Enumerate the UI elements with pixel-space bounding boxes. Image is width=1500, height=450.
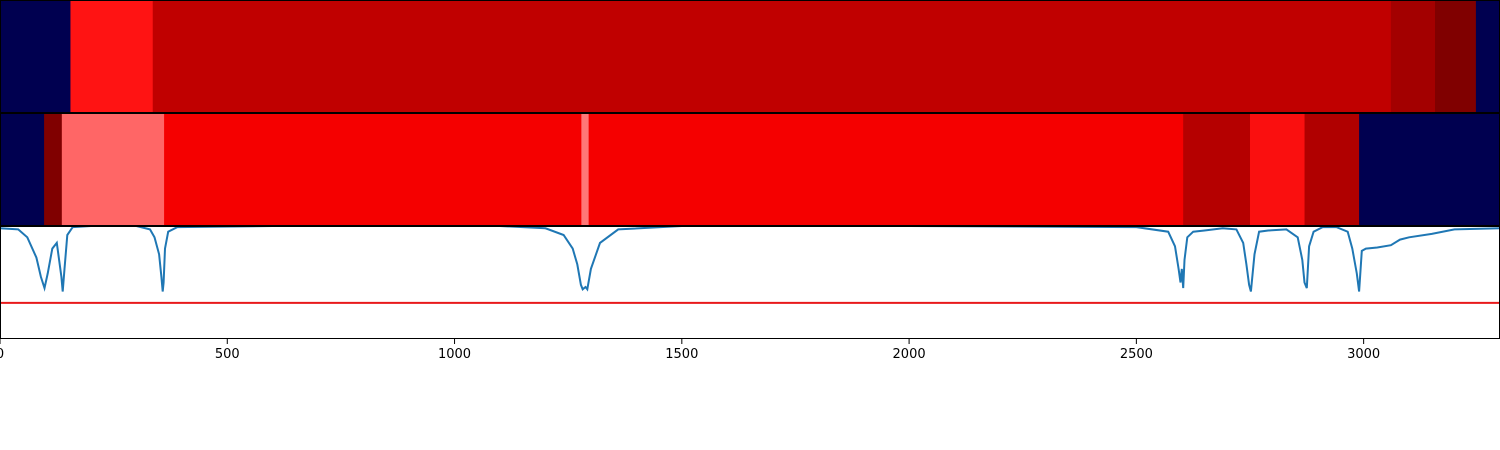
heatmap-segment-top-3 bbox=[1390, 0, 1436, 113]
x-tick-label: 2000 bbox=[893, 347, 926, 362]
series-line bbox=[0, 225, 1500, 292]
top-heatmap-strip bbox=[0, 0, 1500, 113]
x-tick-label: 500 bbox=[215, 347, 240, 362]
bottom-line-panel bbox=[0, 225, 1500, 304]
heatmap-segment-top-1 bbox=[70, 0, 154, 113]
heatmap-segment-top-4 bbox=[1435, 0, 1477, 113]
x-tick-label: 0 bbox=[0, 347, 4, 362]
heatmap-segment-top-5 bbox=[1475, 0, 1500, 113]
x-tick-label: 3000 bbox=[1347, 347, 1380, 362]
heatmap-segment-mid-9 bbox=[1359, 113, 1500, 226]
heatmap-segment-mid-1 bbox=[44, 113, 63, 226]
heatmap-segment-mid-5 bbox=[588, 113, 1184, 226]
heatmap-segment-top-2 bbox=[152, 0, 1392, 113]
x-axis: 0 500 1000 1500 2000 2500 3000 bbox=[0, 339, 1380, 362]
panel-frame-2 bbox=[0, 226, 1500, 339]
x-tick-label: 2500 bbox=[1120, 347, 1153, 362]
heatmap-segment-mid-3 bbox=[164, 113, 582, 226]
middle-heatmap-strip bbox=[0, 113, 1500, 226]
heatmap-segment-top-0 bbox=[0, 0, 72, 113]
heatmap-segment-mid-2 bbox=[61, 113, 165, 226]
x-tick-label: 1500 bbox=[665, 347, 698, 362]
x-tick-label: 1000 bbox=[438, 347, 471, 362]
heatmap-segment-mid-7 bbox=[1250, 113, 1306, 226]
heatmap-segment-mid-6 bbox=[1183, 113, 1251, 226]
heatmap-segment-mid-4 bbox=[581, 113, 590, 226]
heatmap-segment-mid-8 bbox=[1304, 113, 1360, 226]
heatmap-segment-mid-0 bbox=[0, 113, 45, 226]
